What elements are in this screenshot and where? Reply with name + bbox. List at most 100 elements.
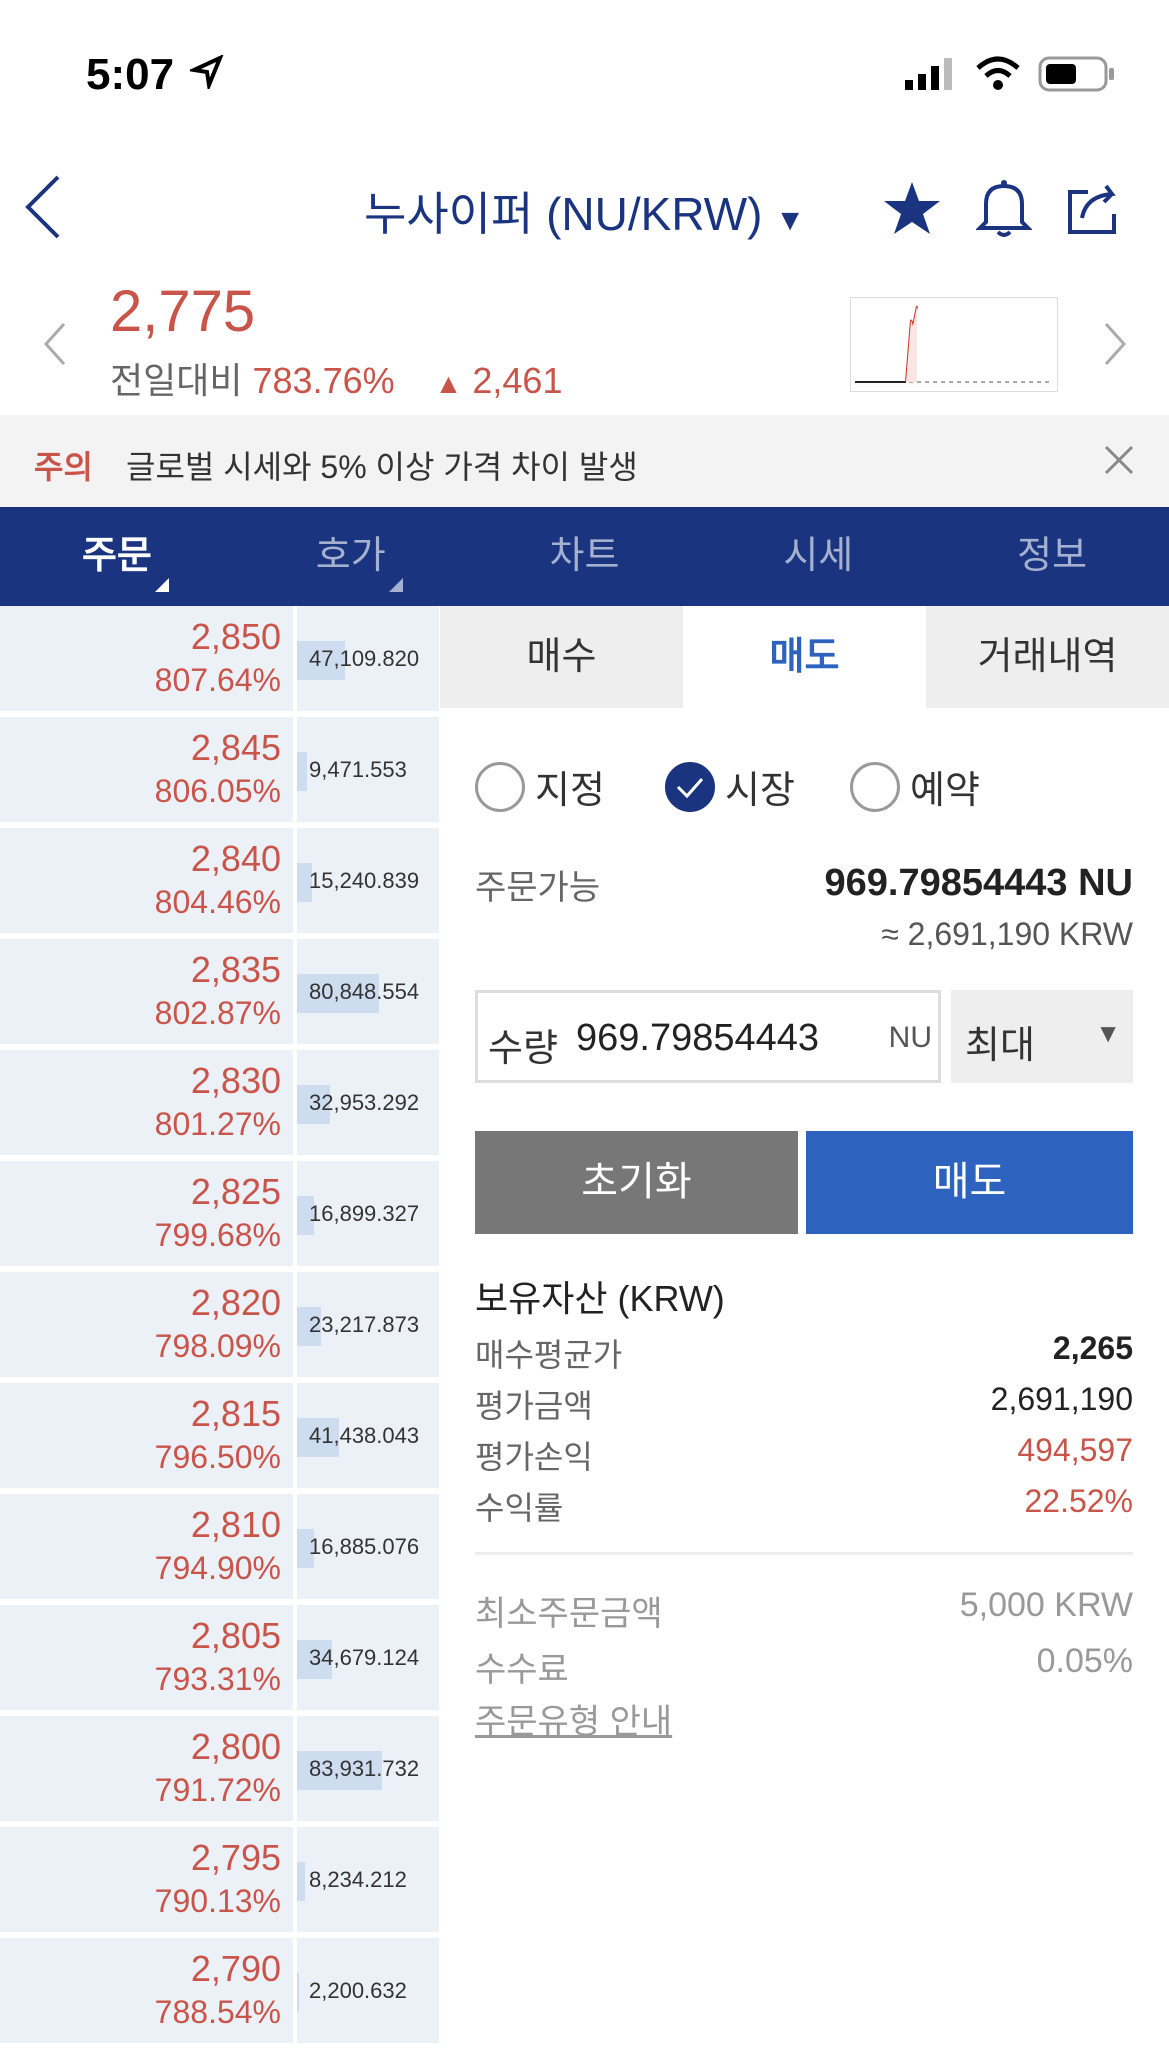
warning-label: 주의 (34, 449, 93, 485)
radio-limit[interactable]: 지정 (475, 759, 605, 814)
price-cell: 2,815 796.50% (0, 1383, 293, 1488)
bell-icon[interactable] (976, 178, 1032, 238)
volume-bar (297, 863, 313, 902)
row-pct: 807.64% (154, 662, 281, 698)
tab-quotes[interactable]: 시세 (701, 507, 935, 606)
orderbook-row[interactable]: 2,835 802.87% 80,848.554 (0, 939, 439, 1050)
orderbook-row[interactable]: 2,815 796.50% 41,438.043 (0, 1383, 439, 1494)
mini-chart-line (855, 305, 1051, 383)
price-cell: 2,825 799.68% (0, 1161, 293, 1266)
volume-cell: 83,931.732 (297, 1716, 439, 1821)
status-time: 5:07 (86, 50, 175, 99)
qty-unit: NU (888, 1021, 932, 1054)
volume-cell: 16,899.327 (297, 1161, 439, 1266)
volume-bar (297, 1418, 340, 1457)
qty-value: 969.79854443 (576, 1017, 820, 1059)
tab-sell[interactable]: 매도 (683, 606, 926, 708)
orderbook-row[interactable]: 2,810 794.90% 16,885.076 (0, 1494, 439, 1605)
volume-cell: 9,471.553 (297, 717, 439, 822)
row-volume: 41,438.043 (309, 1423, 420, 1448)
max-select[interactable]: 최대 ▼ (951, 990, 1133, 1083)
tab-buy[interactable]: 매수 (440, 606, 683, 708)
row-price: 2,850 (190, 616, 281, 657)
row-price: 2,840 (190, 838, 281, 879)
tab-label: 호가 (315, 535, 386, 577)
row-volume: 15,240.839 (309, 868, 420, 893)
orderbook-row[interactable]: 2,800 791.72% 83,931.732 (0, 1716, 439, 1827)
tab-label: 차트 (549, 535, 620, 577)
price-cell: 2,800 791.72% (0, 1716, 293, 1821)
tab-chart[interactable]: 차트 (468, 507, 702, 606)
row-pct: 804.46% (154, 884, 281, 920)
orderbook-row[interactable]: 2,790 788.54% 2,200.632 (0, 1938, 439, 2049)
row-pct: 806.05% (154, 773, 281, 809)
price-cell: 2,850 807.64% (0, 606, 293, 711)
holding-value: 494,597 (1017, 1432, 1133, 1468)
star-icon[interactable] (882, 180, 942, 236)
orderbook-row[interactable]: 2,820 798.09% 23,217.873 (0, 1272, 439, 1383)
radio-reserve[interactable]: 예약 (850, 759, 980, 814)
sell-button[interactable]: 매도 (806, 1131, 1133, 1234)
orderbook-row[interactable]: 2,845 806.05% 9,471.553 (0, 717, 439, 828)
min-order-value: 5,000 KRW (959, 1586, 1133, 1624)
volume-bar (297, 1751, 383, 1790)
available-value: 969.79854443 NU (824, 862, 1133, 904)
holding-value: 2,265 (1052, 1330, 1133, 1366)
row-price: 2,820 (190, 1282, 281, 1323)
row-pct: 794.90% (154, 1550, 281, 1586)
mini-chart[interactable] (850, 297, 1058, 392)
divider (475, 1552, 1133, 1555)
holding-label: 평가손익 (475, 1439, 593, 1475)
tab-order[interactable]: 주문 (0, 507, 234, 606)
tab-label: 시세 (783, 535, 854, 577)
prev-coin-icon[interactable] (42, 322, 68, 366)
row-price: 2,830 (190, 1060, 281, 1101)
volume-bar (297, 974, 379, 1013)
tab-info[interactable]: 정보 (935, 507, 1169, 606)
row-volume: 9,471.553 (309, 757, 407, 782)
holding-value: 22.52% (1024, 1483, 1133, 1519)
row-pct: 790.13% (154, 1883, 281, 1919)
orderbook-row[interactable]: 2,795 790.13% 8,234.212 (0, 1827, 439, 1938)
check-icon (665, 761, 715, 812)
orderbook-row[interactable]: 2,840 804.46% 15,240.839 (0, 828, 439, 939)
volume-bar (297, 752, 307, 791)
qty-label: 수량 (488, 1028, 558, 1070)
available-krw: ≈ 2,691,190 KRW (881, 916, 1133, 952)
holding-value: 2,691,190 (990, 1381, 1133, 1417)
row-price: 2,835 (190, 949, 281, 990)
orderbook-row[interactable]: 2,830 801.27% 32,953.292 (0, 1050, 439, 1161)
market-title[interactable]: 누사이퍼 (NU/KRW) ▼ (0, 178, 1169, 244)
volume-cell: 34,679.124 (297, 1605, 439, 1710)
reset-button[interactable]: 초기화 (475, 1131, 798, 1234)
orderbook-row[interactable]: 2,825 799.68% 16,899.327 (0, 1161, 439, 1272)
next-coin-icon[interactable] (1102, 322, 1128, 366)
warning-banner: 주의 글로벌 시세와 5% 이상 가격 차이 발생 (0, 415, 1169, 507)
order-type-guide-link[interactable]: 주문유형 안내 (475, 1703, 673, 1741)
row-volume: 8,234.212 (309, 1867, 407, 1892)
quantity-input[interactable]: 수량 969.79854443 NU (475, 990, 941, 1083)
radio-circle-icon (850, 761, 900, 812)
orderbook-row[interactable]: 2,805 793.31% 34,679.124 (0, 1605, 439, 1716)
share-icon[interactable] (1066, 180, 1124, 236)
volume-cell: 23,217.873 (297, 1272, 439, 1377)
order-panel: 매수 매도 거래내역 지정 시장 예약 주문가능 969.79854443 NU… (440, 606, 1169, 2045)
price-cell: 2,845 806.05% (0, 717, 293, 822)
tab-history[interactable]: 거래내역 (926, 606, 1169, 708)
row-volume: 23,217.873 (309, 1312, 420, 1337)
price-cell: 2,835 802.87% (0, 939, 293, 1044)
row-volume: 80,848.554 (309, 979, 420, 1004)
orderbook-row[interactable]: 2,850 807.64% 47,109.820 (0, 606, 439, 717)
price-change: 전일대비 783.76% ▲ 2,461 (110, 352, 562, 404)
tab-orderbook[interactable]: 호가 (234, 507, 468, 606)
location-arrow-icon (190, 55, 224, 89)
radio-market[interactable]: 시장 (665, 759, 795, 814)
radio-label: 지정 (535, 770, 605, 812)
chevron-down-icon: ▼ (1095, 1018, 1121, 1048)
radio-circle-icon (475, 761, 525, 812)
current-price: 2,775 (110, 279, 256, 344)
close-icon[interactable] (1104, 445, 1134, 475)
corner-icon (388, 578, 403, 592)
back-icon[interactable] (22, 175, 62, 239)
row-price: 2,790 (190, 1948, 281, 1989)
